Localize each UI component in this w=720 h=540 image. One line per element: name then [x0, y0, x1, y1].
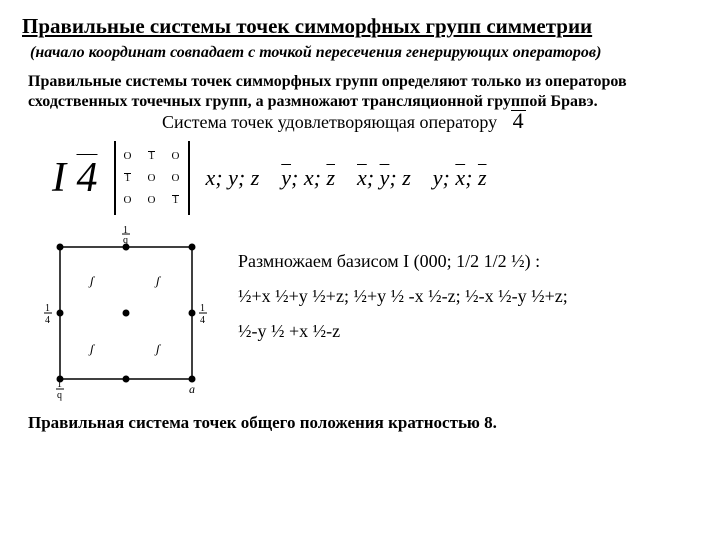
matrix-cell: O: [124, 150, 132, 162]
ops-line-1: ½+x ½+y ½+z; ½+y ½ -x ½-z; ½-x ½-y ½+z;: [238, 286, 698, 307]
svg-text:q: q: [57, 390, 62, 401]
coordinate-sets: x; y; z y; x; z x; y; z y; x; z: [206, 165, 487, 191]
mid-row: ʃ ʃ ʃ ʃ 1 q 1 4 1 4 1 q a Размножаем: [22, 225, 698, 401]
matrix-cell: O: [124, 194, 132, 206]
svg-text:ʃ: ʃ: [154, 341, 162, 356]
svg-text:ʃ: ʃ: [88, 341, 96, 356]
text-column: Размножаем базисом I (000; 1/2 1/2 ½) : …: [238, 225, 698, 356]
svg-text:1: 1: [45, 303, 50, 314]
svg-text:a: a: [189, 382, 195, 396]
matrix-cell: O: [172, 172, 180, 184]
paragraph-1-tail: Система точек удовлетворяющая оператору …: [22, 110, 698, 133]
unit-cell-diagram: ʃ ʃ ʃ ʃ 1 q 1 4 1 4 1 q a: [38, 225, 214, 401]
paragraph-1: Правильные системы точек симморфных груп…: [22, 72, 698, 112]
matrix-cell: O: [172, 150, 180, 162]
svg-text:4: 4: [45, 315, 50, 326]
matrix-cell: 1: [148, 151, 156, 162]
matrix-cell: O: [148, 194, 156, 206]
page-title: Правильные системы точек симморфных груп…: [22, 14, 698, 39]
svg-text:q: q: [123, 235, 128, 246]
matrix-cell: O: [148, 172, 156, 184]
coord-set: y; x; z: [433, 165, 487, 191]
operator-4bar: 4: [511, 110, 526, 132]
svg-text:ʃ: ʃ: [88, 273, 96, 288]
formula-row: I 4 O1O1OOOO1 x; y; zy; x; zx; y; zy; x;…: [22, 141, 698, 215]
matrix-cell: 1: [124, 173, 132, 184]
matrix: O1O1OOOO1: [112, 141, 192, 215]
matrix-cell: 1: [172, 195, 180, 206]
ops-line-2: ½-y ½ +x ½-z: [238, 321, 698, 342]
svg-text:1: 1: [200, 303, 205, 314]
svg-text:ʃ: ʃ: [154, 273, 162, 288]
para1-tail-text: Система точек удовлетворяющая оператору: [162, 112, 497, 132]
coord-set: y; x; z: [281, 165, 335, 191]
subtitle: (начало координат совпадает с точкой пер…: [22, 43, 698, 62]
i-4bar-symbol: I 4: [52, 154, 98, 202]
svg-text:1: 1: [57, 379, 62, 390]
svg-text:4: 4: [200, 315, 205, 326]
coord-set: x; y; z: [357, 165, 411, 191]
coord-set: x; y; z: [206, 165, 260, 191]
basis-line: Размножаем базисом I (000; 1/2 1/2 ½) :: [238, 251, 698, 272]
final-statement: Правильная система точек общего положени…: [22, 413, 698, 433]
